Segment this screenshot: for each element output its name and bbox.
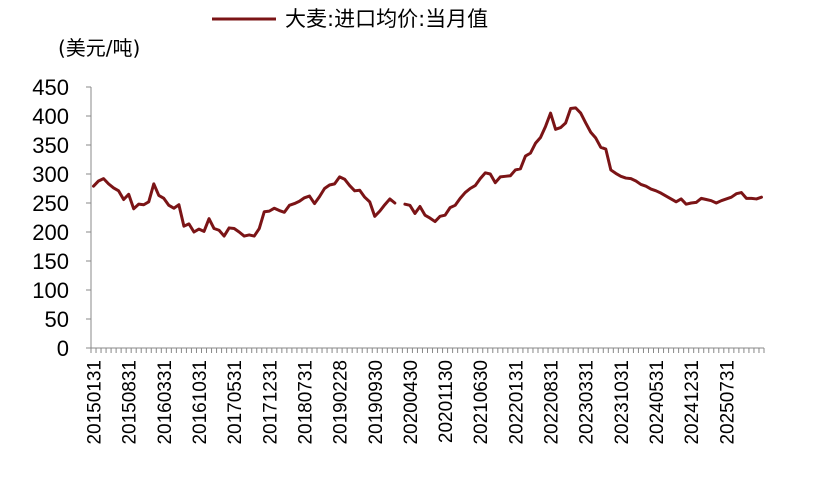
x-tick-label: 20231031 — [612, 360, 633, 445]
y-axis-unit-label: (美元/吨) — [58, 36, 140, 60]
x-tick-label: 20180731 — [295, 360, 316, 445]
x-tick-label: 20190930 — [366, 360, 387, 445]
x-tick-label: 20230331 — [577, 360, 598, 445]
y-tick-label: 0 — [57, 336, 69, 361]
series-line-segment — [403, 106, 763, 224]
y-tick-label: 450 — [32, 75, 69, 100]
x-tick-label: 20200430 — [401, 360, 422, 445]
legend-label: 大麦:进口均价:当月值 — [285, 7, 488, 31]
x-tick-labels: 20150131 20150831 20160331 20161031 20170531… — [85, 360, 739, 445]
y-tick-label: 350 — [32, 133, 69, 158]
y-tick-label: 150 — [32, 249, 69, 274]
x-tick-label: 20171231 — [260, 360, 281, 445]
x-tick-label: 20220831 — [542, 360, 563, 445]
x-tick-label: 20220131 — [506, 360, 527, 445]
x-tick-label: 20201130 — [436, 360, 457, 443]
y-tick-label: 100 — [32, 278, 69, 303]
x-tick-label: 20210630 — [471, 360, 492, 445]
y-ticks: 0 50 100 150 200 250 300 350 400 450 — [32, 75, 91, 361]
x-tick-label: 20240531 — [647, 360, 668, 445]
y-tick-label: 50 — [45, 307, 69, 332]
x-tick-label: 20150131 — [85, 360, 106, 445]
x-tick-label: 20170531 — [225, 360, 246, 445]
series-line-segment — [92, 175, 397, 238]
x-tick-label: 20161031 — [190, 360, 211, 445]
y-tick-label: 250 — [32, 191, 69, 216]
y-tick-label: 400 — [32, 104, 69, 129]
series-layer — [92, 106, 763, 238]
y-tick-label: 300 — [32, 162, 69, 187]
x-tick-label: 20150831 — [120, 360, 141, 445]
y-tick-label: 200 — [32, 220, 69, 245]
x-ticks — [90, 348, 765, 353]
x-tick-label: 20160331 — [155, 360, 176, 445]
legend: 大麦:进口均价:当月值 — [212, 7, 488, 31]
x-tick-label: 20241231 — [682, 360, 703, 445]
x-tick-label: 20250731 — [717, 360, 738, 445]
x-tick-label: 20190228 — [331, 360, 352, 445]
